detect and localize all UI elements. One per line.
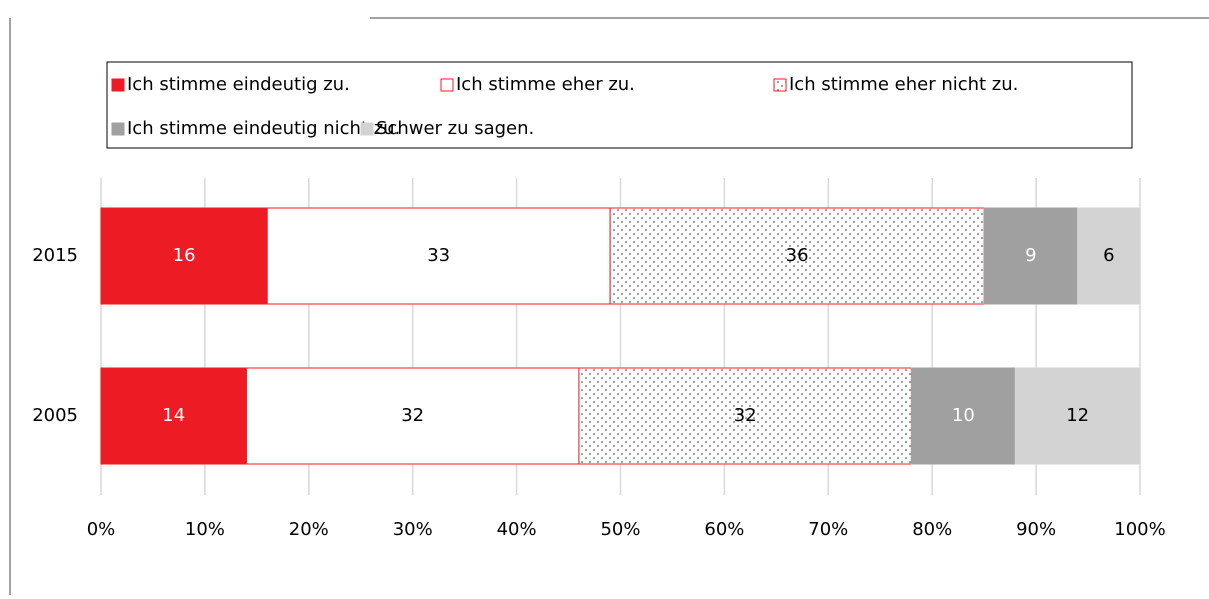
data-label: 36: [786, 245, 809, 266]
x-tick-label: 20%: [289, 519, 329, 540]
bar-segment: [100, 367, 247, 465]
bar-segment: [983, 207, 1079, 305]
x-tick-label: 40%: [497, 519, 537, 540]
x-tick-label: 60%: [704, 519, 744, 540]
bar-segment: [578, 367, 912, 465]
x-tick-label: 90%: [1016, 519, 1056, 540]
bar-segment: [266, 207, 611, 305]
bar-segment: [100, 207, 268, 305]
bar-segment: [1077, 207, 1141, 305]
legend-box: [106, 61, 1133, 149]
legend-label: Schwer zu sagen.: [376, 118, 534, 139]
data-label: 9: [1025, 245, 1036, 266]
data-label: 33: [427, 245, 450, 266]
y-tick-label: 2005: [32, 405, 78, 426]
data-label: 16: [173, 245, 196, 266]
data-label: 32: [734, 405, 757, 426]
data-label: 6: [1103, 245, 1114, 266]
bar-segment: [910, 367, 1016, 465]
legend-marker: [773, 78, 787, 92]
legend-marker: [111, 78, 125, 92]
x-tick-label: 0%: [87, 519, 116, 540]
legend-label: Ich stimme eindeutig nicht zu.: [127, 118, 400, 139]
x-tick-label: 70%: [808, 519, 848, 540]
legend-label: Ich stimme eindeutig zu.: [127, 74, 350, 95]
bar-segment: [609, 207, 985, 305]
bar-segment: [1014, 367, 1141, 465]
data-label: 32: [401, 405, 424, 426]
x-tick-label: 10%: [185, 519, 225, 540]
x-tick-label: 80%: [912, 519, 952, 540]
x-tick-label: 30%: [393, 519, 433, 540]
data-label: 10: [952, 405, 975, 426]
x-tick-label: 50%: [600, 519, 640, 540]
legend-label: Ich stimme eher nicht zu.: [789, 74, 1018, 95]
legend-marker: [440, 78, 454, 92]
frame: [9, 17, 1209, 595]
data-label: 14: [162, 405, 185, 426]
x-tick-label: 100%: [1114, 519, 1165, 540]
y-tick-label: 2015: [32, 245, 78, 266]
legend-marker: [360, 122, 374, 136]
legend-marker: [111, 122, 125, 136]
data-label: 12: [1066, 405, 1089, 426]
legend-label: Ich stimme eher zu.: [456, 74, 635, 95]
